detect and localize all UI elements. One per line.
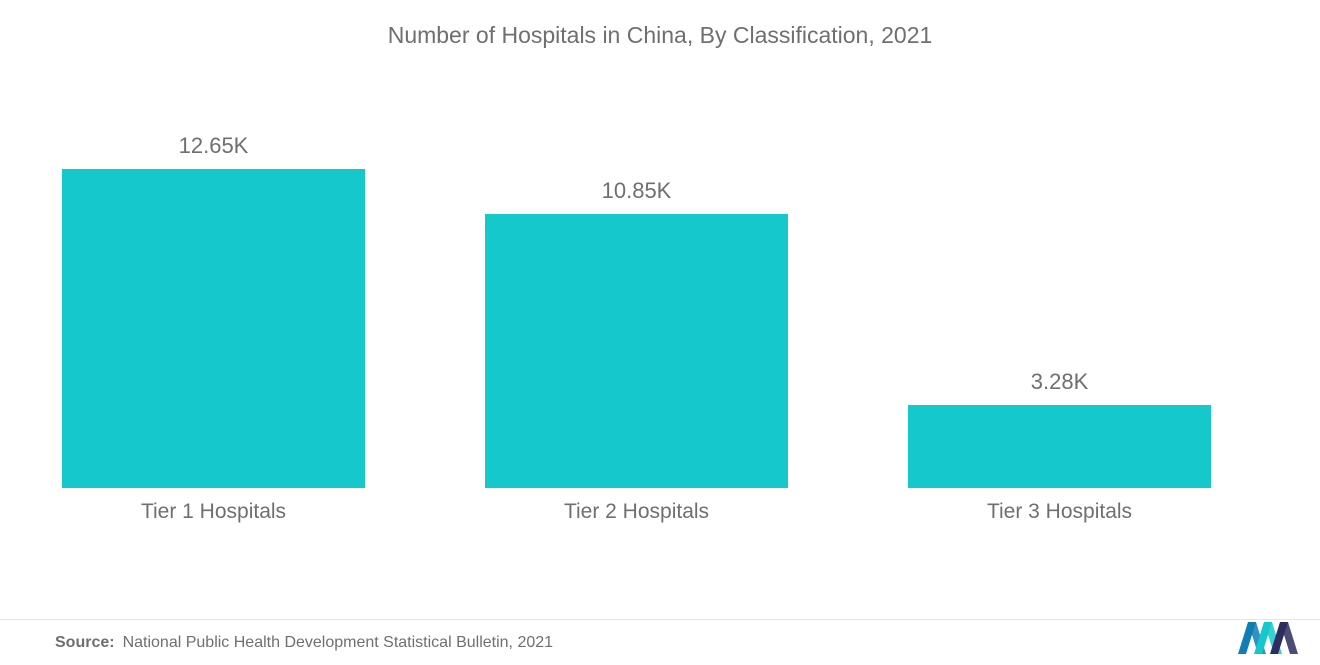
bar-group-0: 12.65K Tier 1 Hospitals <box>62 133 365 524</box>
bar-category-label: Tier 1 Hospitals <box>62 500 365 524</box>
chart-title: Number of Hospitals in China, By Classif… <box>0 0 1320 49</box>
bar-rect <box>908 405 1211 488</box>
source-label: Source: <box>55 634 115 652</box>
source-footer: Source: National Public Health Developme… <box>0 619 1320 665</box>
bar-group-1: 10.85K Tier 2 Hospitals <box>485 178 788 524</box>
chart-plot-area: 12.65K Tier 1 Hospitals 10.85K Tier 2 Hospi… <box>0 109 1320 569</box>
bar-group-2: 3.28K Tier 3 Hospitals <box>908 369 1211 524</box>
chart-container: Number of Hospitals in China, By Classif… <box>0 0 1320 665</box>
bar-value-label: 12.65K <box>62 133 365 159</box>
bar-category-label: Tier 2 Hospitals <box>485 500 788 524</box>
bar-value-label: 3.28K <box>908 369 1211 395</box>
bar-category-label: Tier 3 Hospitals <box>908 500 1211 524</box>
bar-rect <box>485 214 788 488</box>
bar-value-label: 10.85K <box>485 178 788 204</box>
source-text: National Public Health Development Stati… <box>123 634 553 652</box>
bar-rect <box>62 169 365 488</box>
brand-logo-icon <box>1238 618 1298 659</box>
